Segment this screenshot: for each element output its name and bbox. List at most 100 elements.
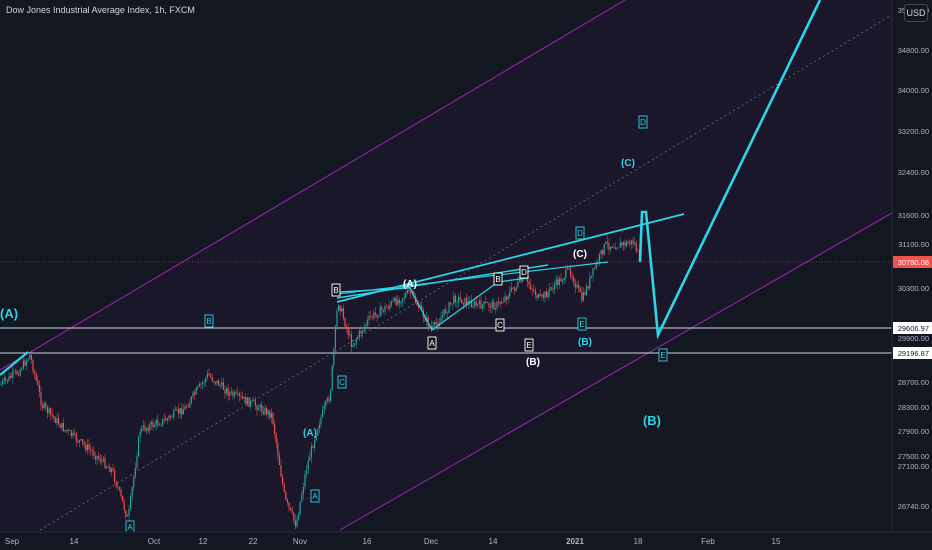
candle-body: [330, 390, 332, 402]
price-level-value: 29606.97: [898, 324, 929, 333]
candle-body: [459, 296, 461, 300]
candle-body: [323, 406, 325, 410]
wave-label: (A): [0, 306, 18, 321]
candle-body: [235, 392, 237, 394]
time-tick: 2021: [566, 537, 584, 546]
candle-body: [534, 290, 536, 296]
candle-body: [306, 470, 308, 475]
candle-body: [398, 299, 400, 304]
candle-body: [83, 442, 85, 445]
candle-body: [318, 424, 320, 429]
candle-body: [634, 242, 636, 244]
candle-body: [141, 427, 143, 432]
candle-body: [10, 376, 12, 378]
candle-body: [629, 243, 631, 245]
wave-label: (B): [526, 357, 540, 368]
candle-body: [301, 494, 303, 502]
candle-body: [589, 277, 591, 289]
candle-body: [565, 269, 567, 278]
candle-body: [266, 407, 268, 415]
candle-body: [77, 441, 79, 443]
candle-body: [408, 290, 410, 292]
candle-body: [381, 307, 383, 311]
candle-body: [13, 371, 15, 373]
candle-body: [483, 301, 485, 305]
candle-body: [370, 315, 372, 317]
candle-body: [90, 449, 92, 451]
candle-body: [344, 318, 346, 327]
candle-body: [34, 371, 36, 375]
candle-body: [206, 373, 208, 378]
candle-body: [501, 302, 503, 304]
wave-label: (A): [403, 279, 417, 290]
candle-body: [149, 424, 151, 431]
candle-body: [134, 467, 136, 477]
candle-body: [442, 314, 444, 318]
candle-body: [26, 360, 28, 366]
candle-body: [595, 262, 597, 269]
wave-label-frame: [577, 317, 587, 331]
candle-body: [243, 397, 245, 399]
currency-button[interactable]: USD: [904, 4, 928, 22]
candle-body: [478, 300, 480, 304]
candle-body: [70, 430, 72, 437]
wave-label-frame: [427, 336, 437, 350]
wave-label-frame: [337, 375, 347, 389]
chart-title: Dow Jones Industrial Average Index, 1h, …: [6, 5, 195, 15]
candle-body: [227, 388, 229, 396]
time-tick: Nov: [293, 537, 307, 546]
time-tick: 16: [363, 537, 372, 546]
candle-body: [602, 250, 604, 255]
wave-label-box: E: [658, 348, 668, 362]
candle-body: [320, 417, 322, 425]
price-level-badge: [893, 256, 932, 268]
candle-body: [282, 476, 284, 485]
projection-line: [0, 351, 29, 376]
candle-body: [51, 413, 53, 416]
candle-body: [376, 314, 378, 318]
candle-body: [270, 412, 272, 418]
candle-body: [582, 292, 584, 301]
candle-body: [192, 392, 194, 397]
candle-body: [539, 294, 541, 296]
candle-body: [179, 407, 181, 414]
candle-body: [203, 382, 205, 383]
candle-body: [368, 315, 370, 321]
candle-body: [174, 409, 176, 411]
candle-body: [152, 422, 154, 427]
wave-label: E: [579, 320, 584, 329]
candle-body: [397, 299, 399, 306]
candle-body: [374, 312, 376, 315]
candle-body: [74, 432, 76, 434]
wave-label-box: C: [337, 375, 347, 389]
candle-body: [626, 241, 628, 246]
candle-body: [21, 369, 23, 370]
candle-body: [342, 308, 344, 319]
candle-body: [178, 409, 180, 414]
wave-label-box: A: [125, 520, 135, 534]
candle-body: [309, 457, 311, 461]
candle-body: [600, 250, 602, 254]
candle-body: [173, 410, 175, 418]
wave-label-box: D: [575, 226, 585, 240]
candle-body: [317, 428, 319, 436]
time-axis[interactable]: Sep 14 Oct 12 22 Nov 16 Dec 14 2021 18 Feb 15: [0, 531, 932, 550]
wave-label-box: D: [638, 115, 648, 129]
candle-body: [154, 425, 156, 427]
candle-body: [208, 373, 210, 376]
candle-body: [18, 374, 20, 376]
candle-body: [445, 309, 447, 314]
candle-body: [437, 323, 439, 326]
candle-body: [96, 455, 98, 460]
candle-body: [557, 279, 559, 285]
candle-body: [514, 288, 516, 291]
candle-body: [221, 382, 223, 386]
candle-body: [390, 301, 392, 306]
wave-label-frame: [658, 348, 668, 362]
candle-body: [130, 496, 132, 510]
candle-body: [560, 278, 562, 282]
candle-body: [491, 301, 493, 308]
price-tick: 33200.00: [898, 127, 929, 136]
